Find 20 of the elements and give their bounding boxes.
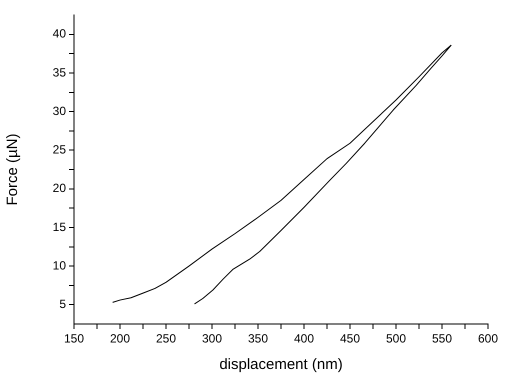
x-tick-label: 350 — [248, 332, 268, 346]
y-tick-label: 30 — [52, 104, 66, 118]
y-tick-label: 25 — [52, 142, 66, 156]
x-tick-label: 250 — [156, 332, 176, 346]
y-tick-label: 20 — [52, 181, 66, 196]
y-tick-label: 5 — [59, 297, 66, 311]
x-tick-label: 200 — [110, 332, 130, 346]
x-axis-title: displacement (nm) — [219, 356, 343, 374]
y-tick-label: 40 — [52, 26, 66, 41]
x-tick-label: 400 — [294, 332, 314, 346]
y-axis-title: Force (µN) — [4, 134, 22, 206]
y-tick-label: 10 — [52, 258, 66, 272]
x-tick-label: 500 — [386, 332, 406, 346]
x-tick-label: 450 — [340, 332, 360, 346]
y-tick-label: 35 — [52, 65, 66, 80]
x-tick-label: 600 — [478, 332, 498, 346]
y-tick-label: 15 — [52, 220, 66, 234]
x-tick-label: 300 — [202, 332, 222, 346]
x-tick-label: 550 — [432, 332, 452, 346]
x-tick-label: 150 — [64, 332, 84, 346]
